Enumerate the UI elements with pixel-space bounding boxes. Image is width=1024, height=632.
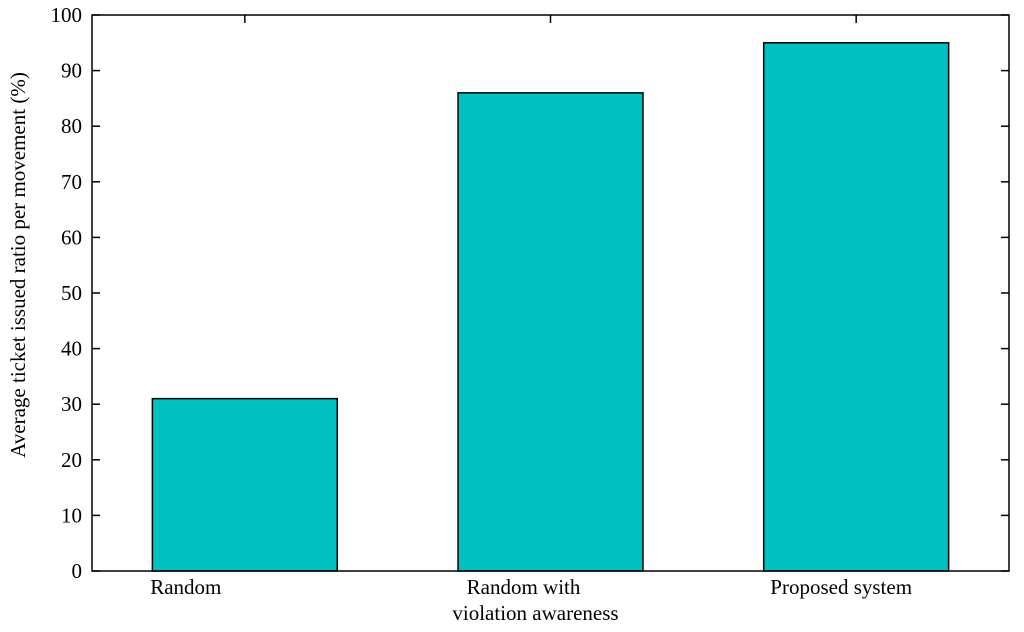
y-tick-label: 80 <box>61 114 82 138</box>
x-tick-label: violation awareness <box>452 601 618 625</box>
y-tick-label: 30 <box>61 392 82 416</box>
y-tick-label: 60 <box>61 225 82 249</box>
x-tick-label: Proposed system <box>770 575 912 599</box>
y-tick-label: 90 <box>61 59 82 83</box>
axis-layer <box>91 14 1010 572</box>
y-tick-label: 0 <box>72 559 83 583</box>
bars-layer <box>151 42 950 572</box>
y-tick-label: 20 <box>61 448 82 472</box>
bar-1 <box>457 92 644 572</box>
y-tick-label: 100 <box>51 3 83 27</box>
bar-0 <box>151 397 339 572</box>
y-tick-label: 50 <box>61 281 82 305</box>
bar-2 <box>762 42 950 572</box>
labels-layer: 0 10 20 30 40 50 60 70 80 90 100 Random Random withv… <box>6 3 912 625</box>
y-tick-label: 10 <box>61 503 82 527</box>
y-tick-label: 40 <box>61 337 82 361</box>
y-axis-label: Average ticket issued ratio per movement… <box>6 72 30 458</box>
y-tick-label: 70 <box>61 170 82 194</box>
x-tick-label: Random with <box>467 575 581 599</box>
x-tick-label: Random <box>150 575 221 599</box>
